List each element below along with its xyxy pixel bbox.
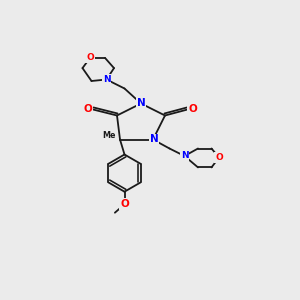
Text: N: N [181, 152, 188, 160]
Text: O: O [215, 153, 223, 162]
Text: N: N [103, 75, 110, 84]
Text: O: O [86, 53, 94, 62]
Text: Me: Me [102, 130, 116, 140]
Text: N: N [136, 98, 146, 108]
Text: O: O [120, 199, 129, 209]
Text: N: N [149, 134, 158, 145]
Text: O: O [83, 104, 92, 115]
Text: O: O [188, 104, 197, 115]
